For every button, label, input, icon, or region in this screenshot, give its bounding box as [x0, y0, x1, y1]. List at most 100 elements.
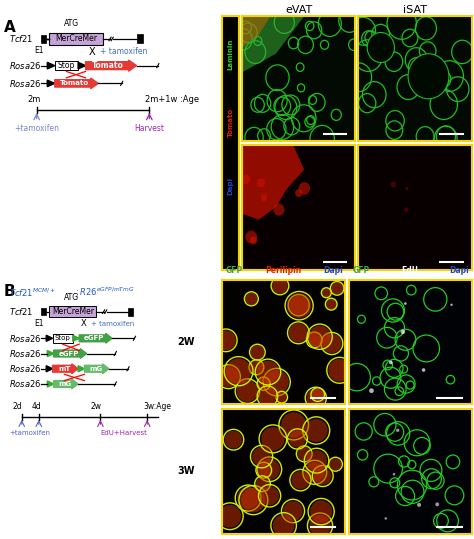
Circle shape — [369, 388, 374, 393]
Circle shape — [261, 194, 267, 201]
Polygon shape — [73, 335, 79, 341]
Circle shape — [289, 430, 306, 447]
Circle shape — [237, 381, 258, 402]
Polygon shape — [78, 365, 84, 372]
Circle shape — [392, 473, 395, 475]
Circle shape — [245, 293, 257, 305]
Circle shape — [404, 302, 407, 305]
Text: mG: mG — [89, 366, 102, 372]
Circle shape — [281, 412, 306, 438]
Polygon shape — [47, 80, 55, 87]
Polygon shape — [242, 16, 304, 73]
Text: Tomato: Tomato — [92, 61, 124, 70]
Circle shape — [310, 500, 332, 523]
Polygon shape — [78, 63, 85, 69]
Circle shape — [305, 419, 328, 442]
Text: Harvest: Harvest — [134, 124, 164, 133]
Text: $\it{Rosa26}$: $\it{Rosa26}$ — [9, 363, 42, 374]
Circle shape — [326, 299, 337, 309]
FancyBboxPatch shape — [128, 308, 133, 316]
Text: GFP: GFP — [352, 266, 370, 275]
FancyArrow shape — [85, 60, 137, 71]
Circle shape — [250, 361, 263, 374]
Text: ATG: ATG — [64, 18, 80, 27]
Circle shape — [309, 326, 331, 348]
FancyBboxPatch shape — [41, 308, 46, 315]
Circle shape — [273, 204, 284, 216]
Circle shape — [450, 303, 453, 306]
Circle shape — [322, 288, 331, 297]
Circle shape — [295, 189, 302, 197]
Text: 2m+1w :Age: 2m+1w :Age — [145, 95, 199, 103]
Text: MerCreMer: MerCreMer — [52, 307, 94, 316]
Circle shape — [237, 487, 259, 509]
Text: eGFP: eGFP — [58, 350, 79, 356]
Text: mG: mG — [58, 381, 71, 387]
Circle shape — [256, 477, 269, 490]
Circle shape — [257, 178, 265, 188]
Text: $\it{Rosa26}$: $\it{Rosa26}$ — [9, 378, 42, 390]
FancyBboxPatch shape — [53, 334, 73, 343]
FancyArrow shape — [53, 364, 78, 374]
Circle shape — [257, 464, 270, 477]
Text: +tamoxifen: +tamoxifen — [10, 430, 51, 436]
Circle shape — [307, 333, 321, 347]
Circle shape — [305, 462, 325, 482]
Text: $\mathit{Tcf21}^{MCM/+}$: $\mathit{Tcf21}^{MCM/+}$ — [9, 286, 56, 299]
Circle shape — [283, 501, 303, 521]
Circle shape — [290, 296, 308, 314]
Text: EdU+Harvest: EdU+Harvest — [100, 430, 147, 436]
Title: iSAT: iSAT — [403, 5, 427, 16]
Circle shape — [265, 370, 289, 394]
Text: Dapi: Dapi — [449, 266, 469, 275]
Circle shape — [367, 32, 394, 63]
Text: X: X — [81, 319, 86, 328]
Circle shape — [252, 447, 271, 466]
FancyBboxPatch shape — [55, 61, 78, 70]
FancyArrow shape — [84, 364, 109, 374]
Circle shape — [226, 358, 251, 384]
Text: 3W: 3W — [177, 466, 195, 476]
Circle shape — [289, 323, 308, 342]
Circle shape — [219, 505, 241, 528]
Circle shape — [216, 330, 236, 350]
Circle shape — [246, 231, 257, 244]
Circle shape — [272, 278, 288, 294]
Circle shape — [404, 208, 408, 212]
Circle shape — [322, 334, 341, 353]
Circle shape — [259, 459, 280, 480]
Circle shape — [277, 392, 287, 402]
Circle shape — [298, 447, 311, 461]
Circle shape — [299, 182, 310, 195]
Text: eGFP: eGFP — [84, 335, 104, 341]
FancyArrow shape — [54, 349, 87, 358]
Circle shape — [225, 431, 242, 448]
Circle shape — [241, 175, 250, 184]
Circle shape — [312, 389, 324, 400]
Polygon shape — [47, 350, 54, 357]
Text: 2m: 2m — [28, 95, 41, 103]
Circle shape — [250, 237, 257, 244]
Text: $\it{Tcf21}$: $\it{Tcf21}$ — [9, 33, 34, 45]
Circle shape — [258, 387, 276, 405]
FancyArrow shape — [54, 379, 78, 389]
Polygon shape — [47, 63, 55, 69]
Circle shape — [257, 361, 279, 383]
Circle shape — [389, 361, 392, 364]
Text: E1: E1 — [35, 46, 44, 55]
Circle shape — [328, 359, 351, 382]
Circle shape — [435, 502, 439, 506]
Text: Tomato: Tomato — [60, 80, 90, 86]
FancyBboxPatch shape — [41, 35, 46, 43]
FancyBboxPatch shape — [49, 306, 96, 317]
Text: A: A — [4, 20, 16, 35]
Title: eVAT: eVAT — [285, 5, 312, 16]
Circle shape — [329, 458, 341, 470]
Circle shape — [310, 515, 331, 536]
Circle shape — [250, 345, 264, 359]
Text: Perilipin: Perilipin — [265, 266, 301, 275]
Circle shape — [292, 471, 310, 489]
Text: Stop: Stop — [55, 335, 71, 341]
Text: +tamoxifen: +tamoxifen — [14, 124, 59, 133]
Circle shape — [287, 293, 311, 318]
